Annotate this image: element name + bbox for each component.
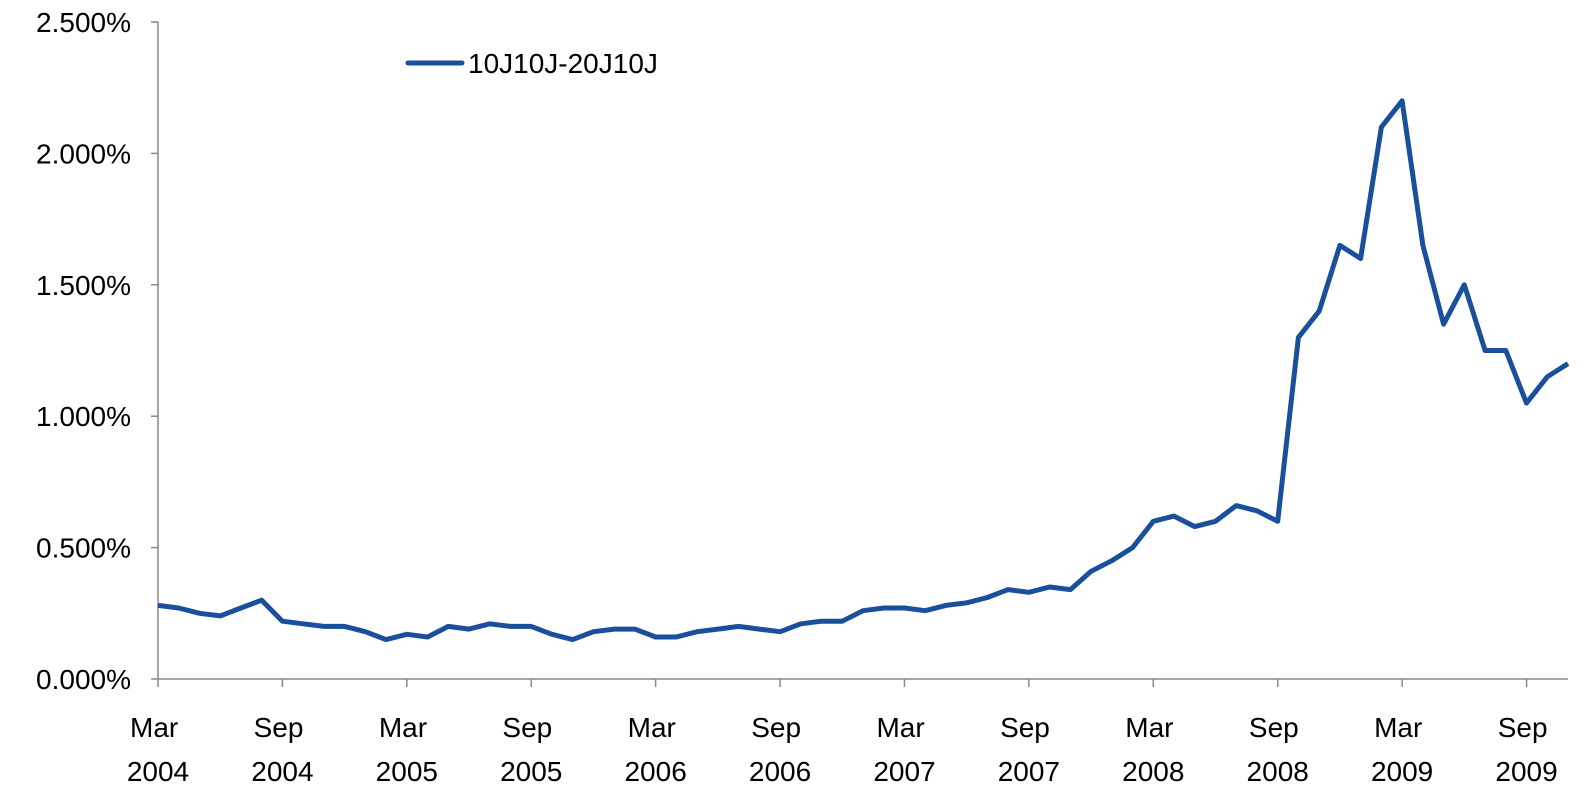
x-tick-label: Sep 2007	[998, 712, 1060, 787]
series-line	[157, 98, 1570, 643]
y-tick-label: 2.000%	[36, 138, 131, 169]
y-tick-label: 0.000%	[36, 664, 131, 695]
x-tick-label: Sep 2004	[251, 712, 313, 787]
y-tick-label: 0.500%	[36, 533, 131, 564]
x-tick-label: Sep 2006	[749, 712, 811, 787]
y-tick-label: 1.000%	[36, 401, 131, 432]
y-tick-label: 2.500%	[36, 7, 131, 38]
x-tick-label: Mar 2008	[1122, 712, 1184, 787]
legend-label: 10J10J-20J10J	[468, 48, 658, 79]
x-tick-label: Mar 2009	[1371, 712, 1433, 787]
x-tick-label: Mar 2006	[624, 712, 686, 787]
x-tick-label: Sep 2009	[1495, 712, 1557, 787]
x-tick-label: Mar 2005	[376, 712, 438, 787]
x-tick-label: Mar 2007	[873, 712, 935, 787]
x-tick-label: Sep 2005	[500, 712, 562, 787]
x-tick-label: Mar 2004	[127, 712, 189, 787]
x-tick-label: Sep 2008	[1247, 712, 1309, 787]
y-tick-label: 1.500%	[36, 270, 131, 301]
